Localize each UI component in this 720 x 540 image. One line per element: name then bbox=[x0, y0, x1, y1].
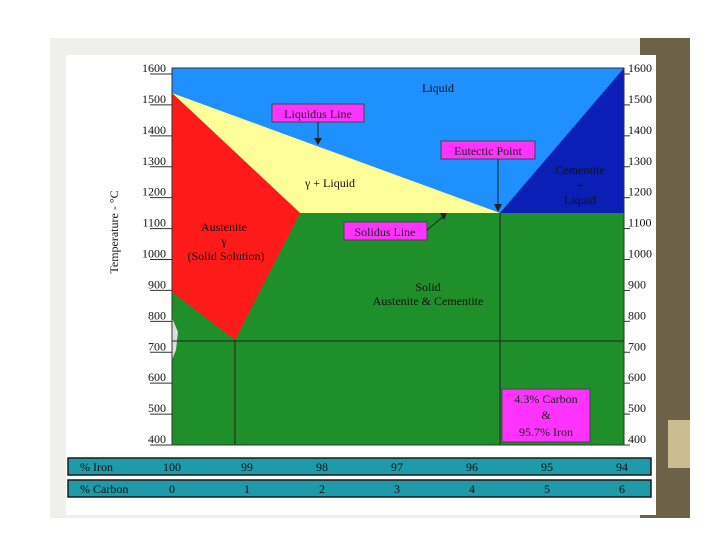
carbon-row-label: % Carbon bbox=[80, 482, 128, 496]
composition-line-1: 4.3% Carbon bbox=[514, 392, 577, 406]
label-austenite-1: Austenite bbox=[201, 220, 247, 234]
right-tick-label: 1500 bbox=[628, 92, 652, 106]
right-tick-label: 400 bbox=[628, 432, 646, 446]
iron-scale-row bbox=[67, 457, 652, 476]
iron-value: 97 bbox=[391, 460, 403, 474]
left-tick-label: 700 bbox=[148, 339, 166, 353]
left-tick-label: 1000 bbox=[142, 247, 166, 261]
eutectic-callout-text: Eutectic Point bbox=[454, 144, 522, 158]
liquidus-arrowhead bbox=[314, 138, 322, 145]
iron-value: 95 bbox=[541, 460, 553, 474]
left-tick-label: 600 bbox=[148, 370, 166, 384]
right-tick-label: 1200 bbox=[628, 185, 652, 199]
carbon-value: 2 bbox=[319, 482, 325, 496]
right-tick-label: 1300 bbox=[628, 154, 652, 168]
solidus-callout-text: Solidus Line bbox=[354, 225, 415, 239]
left-tick-label: 1400 bbox=[142, 123, 166, 137]
left-edge-sliver bbox=[172, 318, 178, 360]
left-tick-label: 1600 bbox=[142, 61, 166, 75]
left-tick-label: 1500 bbox=[142, 92, 166, 106]
carbon-values: 0 1 2 3 4 5 6 bbox=[169, 482, 625, 496]
right-tick-label: 800 bbox=[628, 308, 646, 322]
right-tick-label: 1000 bbox=[628, 247, 652, 261]
label-cementite-3: Liquid bbox=[564, 193, 596, 207]
solidus-callout-box bbox=[343, 221, 428, 241]
right-tick-label: 700 bbox=[628, 339, 646, 353]
right-ticks: 1600 1500 1400 1300 1200 1100 1000 900 800 700 600… bbox=[624, 61, 652, 446]
left-tick-label: 1100 bbox=[142, 216, 166, 230]
iron-value: 96 bbox=[466, 460, 478, 474]
eutectic-callout-box bbox=[440, 140, 536, 160]
eutectic-arrowhead bbox=[494, 204, 502, 212]
gamma-liquid-region bbox=[172, 93, 500, 213]
carbon-value: 0 bbox=[169, 482, 175, 496]
composition-line-3: 95.7% Iron bbox=[519, 425, 573, 439]
carbon-value: 1 bbox=[244, 482, 250, 496]
iron-values: 100 99 98 97 96 95 94 bbox=[163, 460, 628, 474]
iron-value: 98 bbox=[316, 460, 328, 474]
y-axis-title: Temperature - °C bbox=[107, 190, 121, 273]
left-tick-label: 1300 bbox=[142, 154, 166, 168]
label-austenite-3: (Solid Solution) bbox=[187, 249, 264, 263]
iron-value: 94 bbox=[616, 460, 628, 474]
slide-side-accent bbox=[668, 420, 690, 468]
liquidus-callout-text: Liquidus Line bbox=[284, 107, 352, 121]
carbon-scale-row bbox=[67, 479, 652, 498]
label-gamma-liquid: γ + Liquid bbox=[304, 176, 355, 190]
composition-callout-box bbox=[501, 388, 591, 443]
left-tick-label: 400 bbox=[148, 432, 166, 446]
left-ticks: 1600 1500 1400 1300 1200 1100 1000 900 800 700 600… bbox=[142, 61, 172, 446]
carbon-value: 5 bbox=[544, 482, 550, 496]
right-tick-label: 1600 bbox=[628, 61, 652, 75]
composition-line-2: & bbox=[541, 408, 551, 422]
carbon-value: 4 bbox=[469, 482, 475, 496]
solidus-arrowhead bbox=[440, 213, 447, 220]
left-tick-label: 1200 bbox=[142, 185, 166, 199]
cementite-liquid-region bbox=[500, 68, 624, 213]
label-liquid: Liquid bbox=[422, 81, 454, 95]
iron-value: 100 bbox=[163, 460, 181, 474]
austenite-region bbox=[172, 93, 300, 340]
left-tick-label: 900 bbox=[148, 277, 166, 291]
carbon-value: 3 bbox=[394, 482, 400, 496]
label-cementite-1: Cementite bbox=[555, 163, 604, 177]
right-tick-label: 1100 bbox=[628, 216, 652, 230]
plot-border bbox=[171, 67, 625, 446]
carbon-value: 6 bbox=[619, 482, 625, 496]
label-austenite-2: γ bbox=[220, 234, 227, 248]
left-tick-label: 500 bbox=[148, 401, 166, 415]
iron-row-label: % Iron bbox=[80, 460, 113, 474]
right-tick-label: 500 bbox=[628, 401, 646, 415]
right-tick-label: 600 bbox=[628, 370, 646, 384]
solidus-pointer bbox=[426, 214, 446, 231]
label-solid-1: Solid bbox=[415, 280, 440, 294]
iron-value: 99 bbox=[241, 460, 253, 474]
label-cementite-2: + bbox=[577, 178, 584, 192]
left-tick-label: 800 bbox=[148, 308, 166, 322]
right-tick-label: 1400 bbox=[628, 123, 652, 137]
label-solid-2: Austenite & Cementite bbox=[373, 294, 484, 308]
right-tick-label: 900 bbox=[628, 277, 646, 291]
